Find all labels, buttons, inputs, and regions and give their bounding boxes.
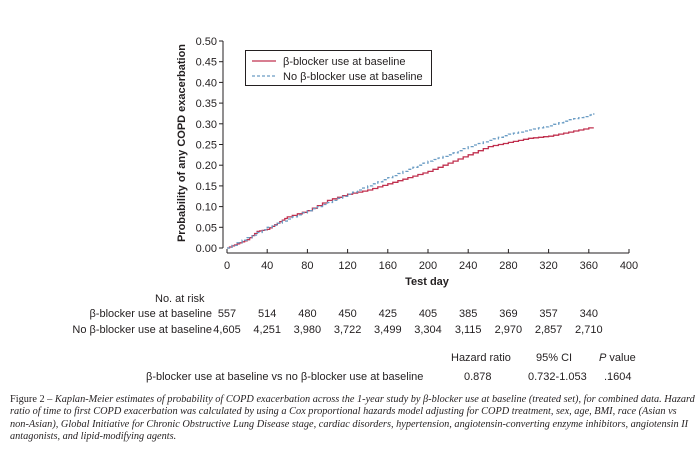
- risk-value: 557: [217, 308, 237, 320]
- x-tick-label: 400: [620, 260, 638, 272]
- series-layer: [227, 113, 595, 249]
- risk-value: 2,857: [534, 324, 563, 336]
- hazard-header-ci: 95% CI: [536, 352, 573, 364]
- figure-caption: Figure 2 – Kaplan-Meier estimates of pro…: [10, 394, 695, 444]
- x-tick-label: 280: [499, 260, 517, 272]
- caption-text: Kaplan-Meier estimates of probability of…: [10, 394, 695, 443]
- x-tick-label: 160: [379, 260, 397, 272]
- risk-value: 514: [258, 308, 277, 320]
- y-tick-label: 0.20: [196, 160, 217, 172]
- y-axis-title: Probability of any COPD exacerbation: [176, 44, 188, 242]
- risk-value: 3,499: [374, 324, 402, 336]
- y-tick-label: 0.40: [196, 77, 217, 89]
- legend-label-no-beta-blocker: No β-blocker use at baseline: [283, 71, 423, 83]
- x-tick-label: 240: [459, 260, 477, 272]
- y-axis: 0.00 0.05 0.10 0.15 0.20 0.25 0.30 0.35 0.40 0.45…: [196, 36, 224, 255]
- y-tick-label: 0.15: [196, 181, 217, 193]
- risk-row-label: β-blocker use at baseline: [89, 308, 212, 320]
- hazard-header-p: P value: [599, 352, 636, 364]
- y-tick-label: 0.05: [196, 222, 217, 234]
- risk-value: 340: [579, 308, 598, 320]
- y-tick-label: 0.30: [196, 119, 217, 131]
- x-tick-label: 80: [301, 260, 313, 272]
- risk-value: 2,970: [494, 324, 523, 336]
- y-tick-label: 0.35: [196, 98, 217, 110]
- risk-table-heading: No. at risk: [155, 293, 205, 305]
- risk-value: 3,115: [454, 324, 482, 336]
- risk-value: 4,251: [253, 324, 281, 336]
- series-line-no-beta-blocker: [227, 113, 595, 249]
- x-tick-label: 120: [338, 260, 356, 272]
- x-tick-label: 360: [580, 260, 598, 272]
- hazard-ci-value: 0.732-1.053: [528, 371, 587, 383]
- x-tick-label: 40: [261, 260, 273, 272]
- risk-value: 4,605: [213, 324, 241, 336]
- risk-value: 357: [539, 308, 558, 320]
- y-tick-label: 0.10: [196, 202, 217, 214]
- series-line-beta-blocker: [227, 127, 594, 249]
- hazard-p-value: .1604: [604, 371, 632, 383]
- risk-value: 450: [338, 308, 357, 320]
- x-axis: 0 40 80 120 160 200 240 280 320 360 400: [224, 249, 638, 272]
- y-tick-label: 0.45: [196, 57, 217, 69]
- hazard-ratio-value: 0.878: [464, 371, 492, 383]
- figure-label: Figure 2 –: [10, 394, 55, 405]
- p-italic: P: [599, 352, 607, 364]
- y-tick-label: 0.00: [196, 243, 217, 255]
- risk-value: 3,304: [414, 324, 442, 336]
- risk-value: 3,980: [293, 324, 322, 336]
- hazard-comparison: β-blocker use at baseline vs no β-blocke…: [146, 371, 424, 383]
- risk-value: 425: [378, 308, 397, 320]
- legend-label-beta-blocker: β-blocker use at baseline: [283, 56, 406, 68]
- risk-value: 385: [459, 308, 478, 320]
- p-rest: value: [606, 352, 636, 364]
- km-chart: 0.00 0.05 0.10 0.15 0.20 0.25 0.30 0.35 0.40 0.45…: [176, 36, 638, 288]
- risk-value: 369: [499, 308, 518, 320]
- legend: β-blocker use at baseline No β-blocker u…: [245, 50, 432, 86]
- x-tick-label: 320: [539, 260, 557, 272]
- x-axis-title: Test day: [405, 276, 450, 288]
- risk-value: 405: [418, 308, 438, 320]
- risk-value: 480: [298, 308, 317, 320]
- y-tick-label: 0.25: [196, 140, 217, 152]
- legend-box: [245, 50, 432, 86]
- risk-value: 3,722: [333, 324, 362, 336]
- x-tick-label: 0: [224, 260, 230, 272]
- y-tick-label: 0.50: [196, 36, 217, 48]
- risk-row-label: No β-blocker use at baseline: [72, 324, 212, 336]
- hazard-header-hr: Hazard ratio: [451, 352, 511, 364]
- risk-value: 2,710: [575, 324, 603, 336]
- x-tick-label: 200: [419, 260, 437, 272]
